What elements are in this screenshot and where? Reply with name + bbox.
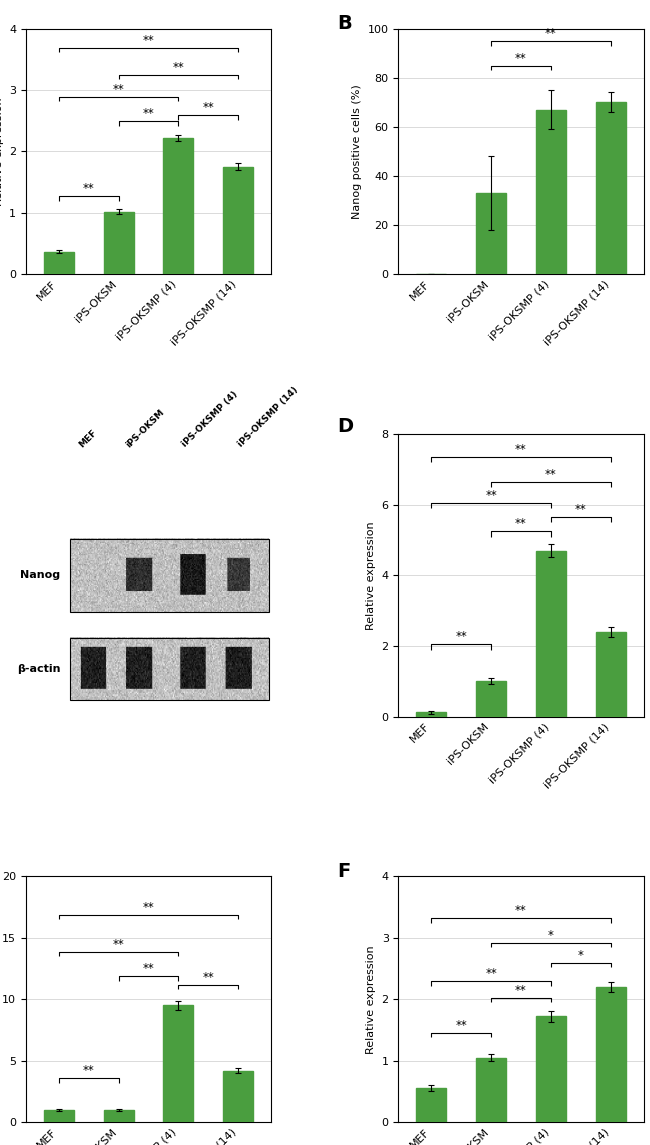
Bar	[104, 212, 134, 275]
Text: **: **	[545, 27, 557, 40]
Bar	[536, 1017, 566, 1122]
Text: **: **	[83, 182, 95, 195]
Y-axis label: Relative expression: Relative expression	[0, 97, 4, 206]
Text: **: **	[515, 443, 527, 456]
Bar	[595, 987, 625, 1122]
Text: **: **	[142, 963, 155, 976]
Bar	[536, 551, 566, 717]
Text: F: F	[337, 862, 350, 881]
Text: **: **	[202, 101, 214, 114]
Text: **: **	[515, 984, 527, 997]
Text: *: *	[578, 949, 584, 962]
Y-axis label: Relative expression: Relative expression	[366, 521, 376, 630]
Text: iPS-OKSM: iPS-OKSM	[124, 408, 166, 449]
Text: **: **	[456, 1019, 467, 1032]
Text: **: **	[515, 905, 527, 917]
Text: **: **	[142, 108, 155, 120]
Bar	[476, 681, 506, 717]
Text: **: **	[515, 518, 527, 530]
Text: iPS-OKSMP (14): iPS-OKSMP (14)	[237, 386, 300, 449]
Text: Nanog: Nanog	[20, 570, 60, 581]
Text: **: **	[172, 61, 185, 73]
Text: MEF: MEF	[77, 427, 99, 449]
Text: **: **	[142, 901, 155, 914]
Y-axis label: Nanog positive cells (%): Nanog positive cells (%)	[352, 84, 362, 219]
Bar	[44, 1110, 74, 1122]
Text: **: **	[515, 52, 527, 65]
Bar	[476, 1058, 506, 1122]
Bar	[163, 137, 193, 275]
Text: **: **	[575, 503, 586, 516]
Text: **: **	[485, 489, 497, 502]
Text: **: **	[545, 468, 557, 481]
Text: **: **	[456, 630, 467, 643]
Bar	[223, 167, 253, 275]
Text: **: **	[83, 1065, 95, 1077]
Text: D: D	[337, 417, 354, 436]
Text: **: **	[485, 968, 497, 980]
Bar	[163, 1005, 193, 1122]
Bar	[476, 194, 506, 275]
Text: B: B	[337, 14, 352, 33]
Bar	[44, 252, 74, 275]
Text: β-actin: β-actin	[17, 664, 60, 673]
Text: iPS-OKSMP (4): iPS-OKSMP (4)	[181, 389, 239, 449]
Bar	[595, 102, 625, 275]
Bar	[104, 1110, 134, 1122]
Bar	[536, 110, 566, 275]
Text: **: **	[202, 971, 214, 984]
Y-axis label: Relative expression: Relative expression	[366, 945, 376, 1053]
Text: **: **	[112, 82, 125, 96]
Bar	[223, 1071, 253, 1122]
Text: *: *	[548, 929, 554, 941]
Text: **: **	[142, 33, 155, 47]
Text: **: **	[112, 938, 125, 950]
Bar	[595, 632, 625, 717]
Bar	[417, 1089, 447, 1122]
Bar	[417, 712, 447, 717]
